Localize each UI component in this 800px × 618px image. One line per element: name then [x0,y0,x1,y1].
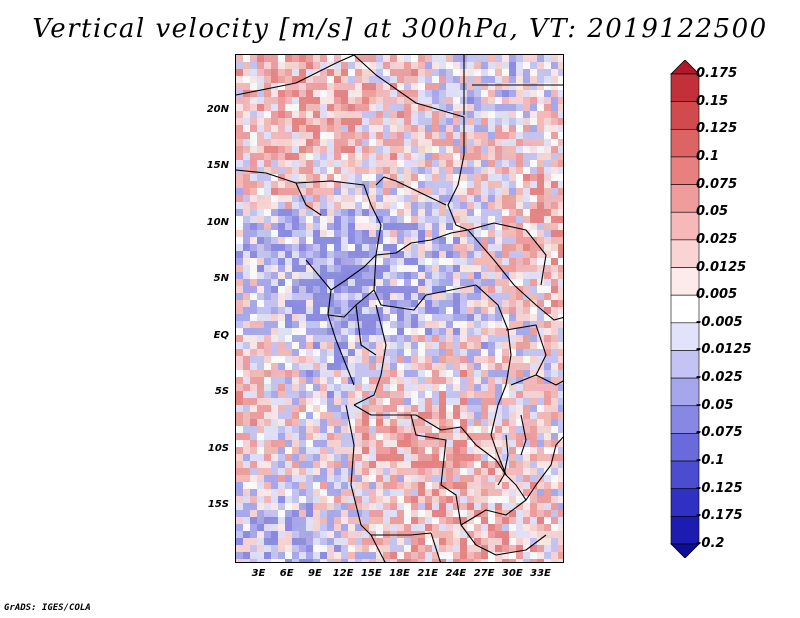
colorbar-bin [670,239,700,268]
colorbar-label: 0.1 [696,148,720,164]
colorbar-label: -0.1 [696,453,725,469]
colorbar-bin [670,516,700,545]
colorbar-label: 0.075 [696,176,738,192]
border-line [395,180,447,206]
country-borders [236,55,563,562]
border-line [355,304,377,356]
lon-tick-label: 9E [307,568,322,579]
border-line [467,222,547,286]
velocity-map [235,54,564,563]
lat-tick-label: 5S [214,386,229,398]
border-line [513,284,563,321]
border-line [447,154,469,231]
colorbar-bin [670,350,700,379]
border-line [525,436,563,501]
lat-tick-label: 15S [207,499,229,511]
colorbar-label: 0.15 [696,93,729,109]
colorbar-bottom-arrow [670,543,700,558]
colorbar-label: -0.2 [696,536,725,551]
border-line [505,324,547,386]
colorbar-label: 0.05 [696,204,729,220]
border-line [295,182,322,216]
lat-tick-label: 10S [207,442,229,454]
colorbar-bin [670,294,700,324]
border-line [236,55,355,96]
colorbar-label: -0.025 [696,370,743,386]
border-line [353,304,387,406]
colorbar-bin [670,184,700,213]
colorbar-label: -0.175 [696,508,743,524]
lon-tick-label: 3E [251,568,266,579]
colorbar-label: -0.075 [696,425,743,441]
lon-tick-label: 27E [473,568,495,579]
colorbar-label: -0.0125 [696,342,752,358]
lon-tick-label: 24E [445,568,467,579]
colorbar-bin [670,460,700,490]
border-line [353,404,462,431]
lat-tick-label: 5N [213,273,229,285]
colorbar-label: -0.005 [696,314,743,330]
lat-tick-label: EQ [213,329,229,341]
colorbar [670,60,700,558]
colorbar-bin [670,211,700,241]
colorbar-label: 0.025 [696,231,738,247]
velocity-field [236,55,563,562]
colorbar-bin [670,267,700,296]
border-line [370,534,386,562]
colorbar-bin [670,322,700,351]
border-line [410,414,462,526]
field-texture [236,55,563,562]
colorbar-bin [670,101,700,130]
colorbar-label: -0.125 [696,480,743,496]
lon-tick-label: 33E [530,568,551,579]
colorbar-bin [670,128,700,158]
border-line [520,414,527,456]
chart-title: Vertical velocity [m/s] at 300hPa, VT: 2… [32,14,768,44]
border-line [327,314,355,386]
colorbar-bin [670,433,700,462]
map-canvas [236,55,563,562]
colorbar-bin [670,73,700,102]
border-line [475,284,512,476]
lat-tick-label: 10N [206,216,229,228]
lon-tick-label: 30E [501,568,523,579]
colorbar-label: 0.125 [696,121,738,137]
lon-tick-label: 21E [417,568,439,579]
border-line [497,434,509,486]
colorbar-top-arrow [670,60,700,75]
border-line [460,426,527,526]
colorbar-bin [670,377,700,407]
lon-tick-label: 15E [360,568,382,579]
border-line [460,524,547,556]
border-line [535,374,563,386]
colorbar-bin [670,488,700,517]
lon-tick-label: 18E [389,568,410,579]
border-line [430,532,441,562]
grads-credit: GrADS: IGES/COLA [4,603,91,613]
border-line [353,55,465,155]
lon-tick-label: 12E [332,568,354,579]
lon-tick-label: 6E [279,568,294,579]
colorbar-label: -0.05 [696,397,734,413]
colorbar-label: 0.005 [696,287,738,303]
colorbar-bin [670,156,700,185]
colorbar-label: 0.175 [696,66,738,81]
lat-tick-label: 20N [206,103,229,115]
border-line [375,229,515,286]
colorbar-label: 0.0125 [696,259,747,275]
border-line [345,404,432,536]
border-line [305,259,375,318]
lat-tick-label: 15N [206,160,229,172]
border-line [375,176,397,186]
colorbar-bin [670,405,700,434]
